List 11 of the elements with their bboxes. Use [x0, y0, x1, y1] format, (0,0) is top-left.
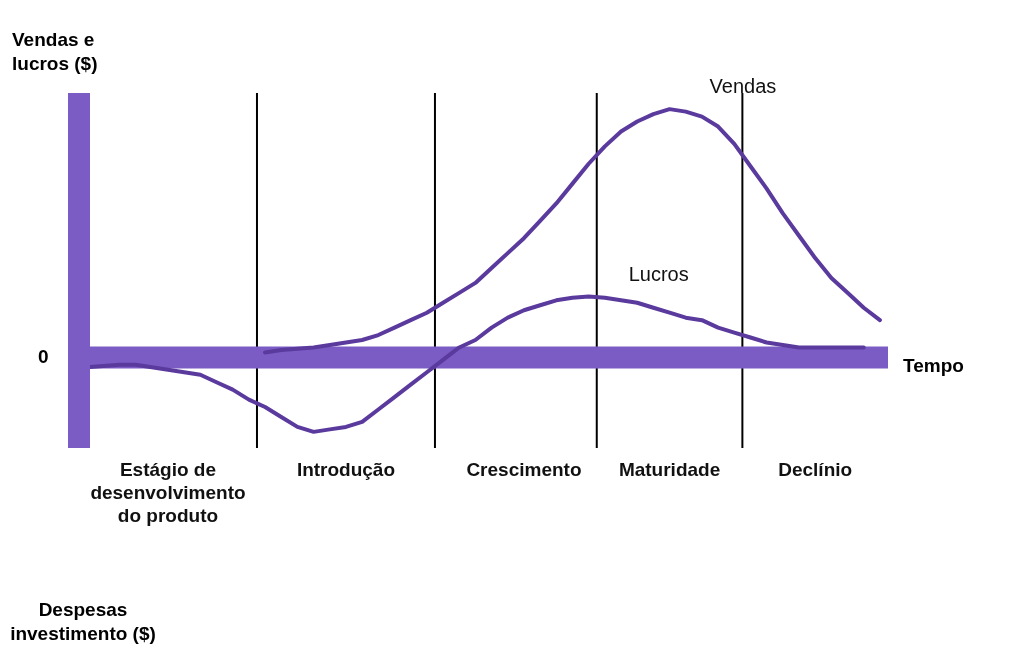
series-label: Lucros	[628, 262, 689, 285]
text: 0	[38, 345, 49, 370]
x-axis-title: Tempo	[903, 355, 964, 378]
x-tick-label: Introdução	[296, 459, 396, 480]
x-tick-label: Estágio de desenvolvimento do produto	[90, 459, 246, 526]
x-tick-label: Maturidade	[618, 459, 721, 480]
x-tick-label: Crescimento	[466, 459, 582, 480]
x-tick-label: Declínio	[778, 459, 853, 480]
y-axis-title: Vendas e lucros ($)	[12, 28, 99, 76]
series-label: Vendas	[709, 75, 777, 98]
text: Despesas investimento ($)	[9, 598, 157, 646]
